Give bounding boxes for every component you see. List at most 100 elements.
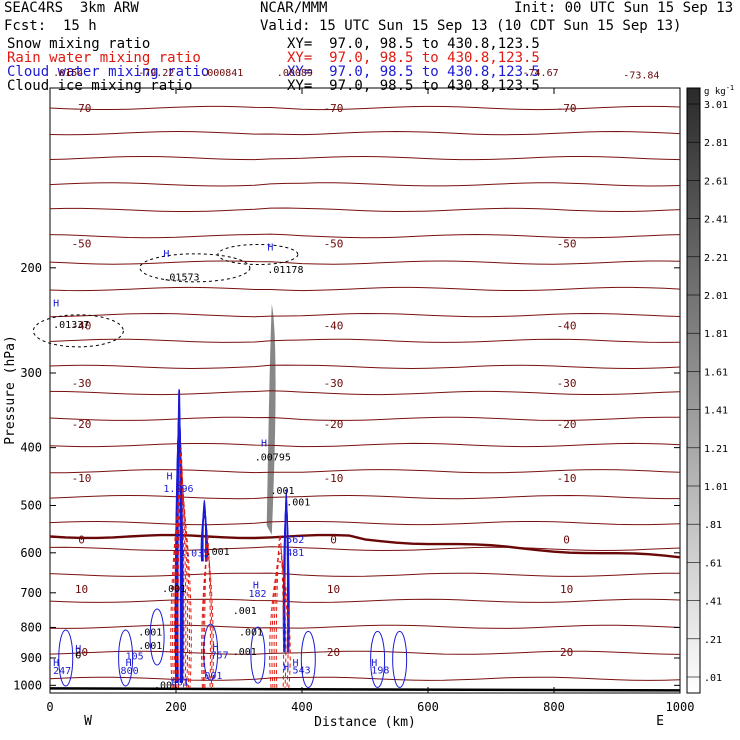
isotherm-line [49,624,681,629]
maximum-label: H [261,438,267,449]
isotherm-label: 0 [330,534,337,547]
isotherm-label: -70 [72,102,92,115]
isotherm-line [49,182,681,187]
cloud-water-contour [250,626,266,684]
isotherm-label: -50 [557,237,577,250]
center-label: NCAR/MMM [260,0,328,16]
maximum-label: H [213,643,219,654]
isotherm-label: -20 [324,418,344,431]
colorbar [686,87,701,694]
y-tick-label: 400 [20,441,42,455]
rain-water-contour [201,552,214,688]
zero-isotherm [49,533,681,559]
maximum-label: O [75,651,81,662]
x-tick-label: 800 [543,700,565,714]
colorbar-tick-label: 3.01 [704,100,728,111]
maximum-label: .001 [233,647,257,658]
isotherm-label: 10 [560,583,573,596]
colorbar-tick-label: 1.61 [704,367,728,378]
maximum-label: 757 [211,651,229,662]
isotherm-line [49,364,681,370]
colorbar-tick-label: 1.81 [704,329,728,340]
isotherm-label: -30 [324,377,344,390]
isotherm-label: -70 [557,102,577,115]
isotherm-label: -30 [557,377,577,390]
maximum-label: 198 [371,665,389,676]
colorbar-tick-label: 2.41 [704,215,728,226]
maximum-label: H [253,580,259,591]
cloud-water-contour [282,504,290,653]
maximum-label: H [293,658,299,669]
contour-value-label: -73.84 [623,71,659,82]
model-title: SEAC4RS 3km ARW [4,0,139,16]
maximum-label: 105 [126,651,144,662]
forecast-hour: Fcst: 15 h [4,18,97,34]
isotherm-line [49,572,681,577]
west-label: W [84,714,92,729]
isotherm-label: -10 [324,472,344,485]
colorbar-tick-label: .01 [704,673,722,684]
rain-water-contour [273,543,287,688]
maximum-label: .001 [239,627,263,638]
cloud-water-contour [392,630,408,688]
isotherm-line [49,312,681,318]
legend-cloudwater-name: Cloud water mixing ratio [7,64,210,80]
cloud-water-contour [118,629,134,687]
ground-line [49,687,681,692]
legend-snow-name: Snow mixing ratio [7,36,151,52]
maximum-label: .001 [138,641,162,652]
isotherm-label: 10 [75,583,88,596]
cloud-water-contour [203,623,219,681]
isotherm-label: 20 [327,646,340,659]
init-time: Init: 00 UTC Sun 15 Sep 13 [514,0,734,16]
legend-snow-xy: XY= 97.0, 98.5 to 430.8,123.5 [287,36,540,52]
isotherm-line [49,338,681,343]
cloud-ice-contour [32,314,124,348]
rain-water-contour [275,534,285,688]
maximum-label: .01337 [53,320,89,331]
contour-value-label: -79.22 [138,68,174,79]
maximum-label: 1.296 [163,484,193,495]
maximum-label: .01178 [267,265,303,276]
cloud-water-contour [300,630,316,688]
isotherm-line [49,207,681,213]
maximum-label: .001 [286,498,310,509]
rain-water-contour [170,494,192,688]
maximum-label: H [53,298,59,309]
legend-cloudice-name: Cloud ice mixing ratio [7,78,193,94]
rain-water-contour [202,543,213,688]
isotherm-label: -20 [557,418,577,431]
rain-water-contour [269,560,291,688]
ice-shading [266,304,276,535]
x-tick-label: 400 [291,700,313,714]
y-tick-label: 1000 [13,678,42,692]
x-tick-label: 200 [165,700,187,714]
maximum-label: 3.035 [179,548,209,559]
maximum-label: H [126,658,132,669]
isotherm-label: -40 [72,320,92,333]
maximum-label: .001 [138,627,162,638]
isotherm-line [49,260,681,265]
cloud-water-contour [58,629,74,687]
rain-water-contour [204,534,211,688]
rain-water-contour [172,483,190,688]
isotherm-label: -50 [72,237,92,250]
colorbar-tick-label: 2.21 [704,253,728,264]
colorbar-tick-label: 1.41 [704,406,728,417]
isotherm-label: 0 [78,534,85,547]
isotherm-label: 10 [327,583,340,596]
y-tick-label: 600 [20,546,42,560]
isotherm-line [49,155,681,161]
maximum-label: 562 [286,535,304,546]
isotherm-line [49,105,681,111]
isotherm-line [49,416,680,421]
isotherm-line [49,286,681,292]
colorbar-tick-label: .81 [704,520,722,531]
isotherm-label: -50 [324,237,344,250]
rain-water-contour [173,471,189,688]
x-axis-title: Distance (km) [314,715,416,730]
maximum-label: H [371,658,377,669]
colorbar-tick-label: .21 [704,635,722,646]
colorbar-tick-label: 2.81 [704,138,728,149]
isotherm-label: -40 [557,320,577,333]
